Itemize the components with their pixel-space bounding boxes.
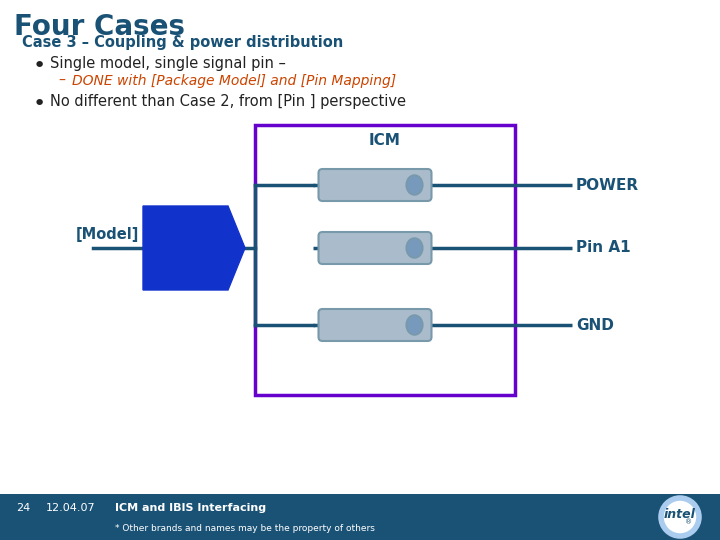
Text: •: • bbox=[33, 56, 46, 76]
Ellipse shape bbox=[406, 315, 423, 335]
Text: [Model]: [Model] bbox=[76, 226, 139, 241]
FancyBboxPatch shape bbox=[318, 232, 431, 264]
Ellipse shape bbox=[406, 238, 423, 258]
Text: DONE with [Package Model] and [Pin Mapping]: DONE with [Package Model] and [Pin Mappi… bbox=[72, 74, 396, 88]
Text: Single model, single signal pin –: Single model, single signal pin – bbox=[50, 56, 286, 71]
Text: GND: GND bbox=[576, 318, 614, 333]
Bar bbox=[0, 494, 720, 540]
Text: 24: 24 bbox=[16, 503, 30, 513]
Text: •: • bbox=[33, 94, 46, 114]
Text: ICM and IBIS Interfacing: ICM and IBIS Interfacing bbox=[115, 503, 266, 513]
Text: No different than Case 2, from [Pin ] perspective: No different than Case 2, from [Pin ] pe… bbox=[50, 94, 406, 109]
Text: Four Cases: Four Cases bbox=[14, 13, 185, 41]
Text: Case 3 – Coupling & power distribution: Case 3 – Coupling & power distribution bbox=[22, 35, 343, 50]
Text: ®: ® bbox=[685, 519, 693, 525]
FancyBboxPatch shape bbox=[318, 309, 431, 341]
Text: Pin A1: Pin A1 bbox=[576, 240, 631, 255]
Bar bbox=[255, 125, 515, 395]
Text: * Other brands and names may be the property of others: * Other brands and names may be the prop… bbox=[115, 524, 375, 532]
Text: ICM: ICM bbox=[369, 133, 401, 148]
Text: –: – bbox=[58, 74, 65, 88]
Text: 12.04.07: 12.04.07 bbox=[46, 503, 96, 513]
Text: intel: intel bbox=[664, 509, 696, 522]
Circle shape bbox=[661, 498, 699, 536]
Polygon shape bbox=[143, 206, 245, 290]
FancyBboxPatch shape bbox=[318, 169, 431, 201]
Text: POWER: POWER bbox=[576, 178, 639, 192]
Ellipse shape bbox=[406, 175, 423, 195]
